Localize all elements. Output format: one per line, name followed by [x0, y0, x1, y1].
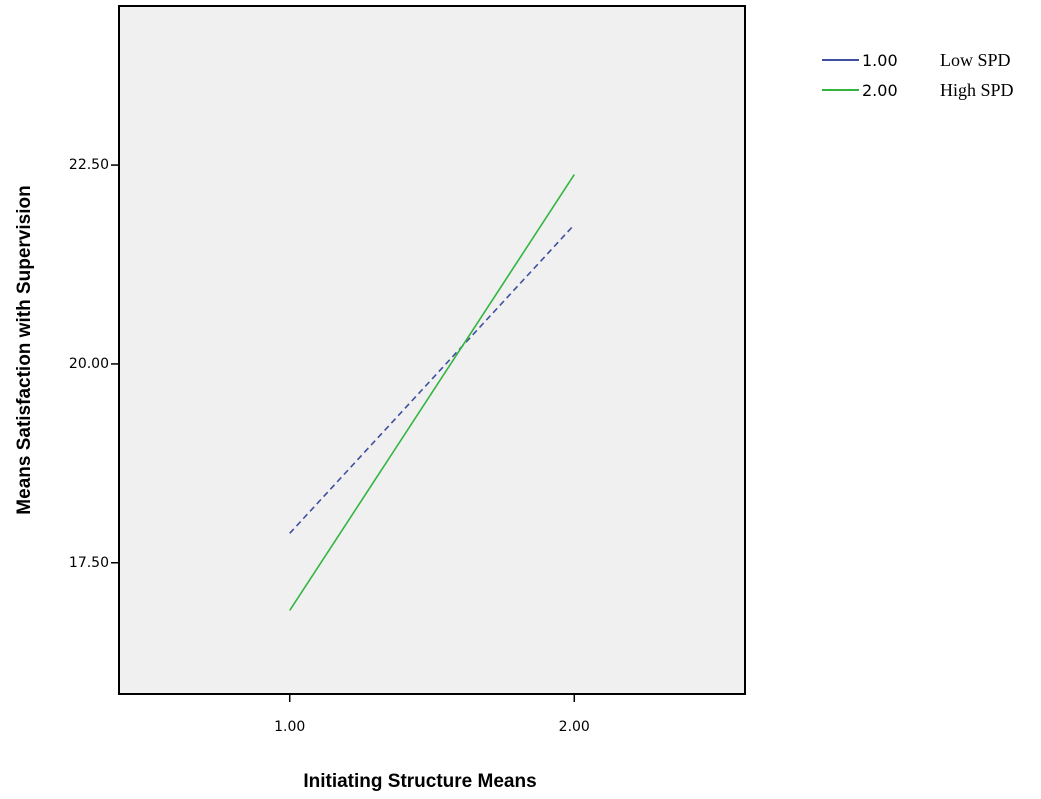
y-axis: 17.50 20.00 22.50	[69, 157, 119, 571]
legend-label: High SPD	[940, 80, 1014, 100]
legend-code: 1.00	[862, 51, 898, 70]
x-tick-label: 2.00	[559, 719, 590, 735]
legend-label: Low SPD	[940, 50, 1011, 70]
y-tick-label: 22.50	[69, 157, 109, 173]
x-tick-label: 1.00	[274, 719, 305, 735]
series-line-high-spd	[289, 174, 575, 611]
legend: 1.00 Low SPD 2.00 High SPD	[822, 50, 1014, 100]
plot-area	[118, 5, 746, 695]
x-axis-title: Initiating Structure Means	[303, 771, 536, 792]
y-axis-title: Means Satisfaction with Supervision	[14, 185, 35, 514]
legend-code: 2.00	[862, 81, 898, 100]
y-tick-label: 17.50	[69, 555, 109, 571]
y-tick-label: 20.00	[69, 356, 109, 372]
series-lines	[289, 174, 575, 611]
x-axis: 1.00 2.00	[274, 694, 590, 735]
